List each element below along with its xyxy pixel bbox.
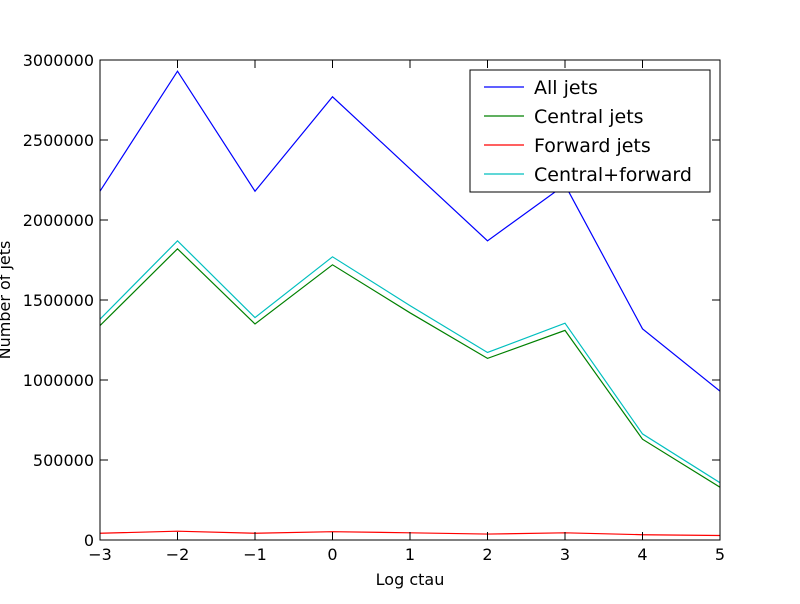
x-tick-label: 0	[327, 545, 337, 564]
x-tick-label: 4	[637, 545, 647, 564]
y-tick-label: 1500000	[23, 291, 94, 310]
legend-box	[469, 69, 711, 193]
x-tick-label: 5	[715, 545, 725, 564]
series-line-1	[100, 247, 720, 488]
x-tick-label: −1	[243, 545, 267, 564]
x-tick-label: −2	[166, 545, 190, 564]
series-line-3	[100, 239, 720, 484]
tick-layer: −3 −2 −1 0 1 2 3 4 5 0 500000 1000000 1500000 2000000…	[23, 51, 725, 564]
y-tick-label: 3000000	[23, 51, 94, 70]
legend-label-1: Central jets	[534, 106, 644, 128]
series-line-0	[100, 70, 720, 392]
y-axis-label: Number of jets	[0, 241, 14, 360]
legend-label-0: All jets	[534, 77, 598, 99]
x-tick-label: 3	[560, 545, 570, 564]
x-tick-label: 1	[405, 545, 415, 564]
y-tick-label: 2500000	[23, 131, 94, 150]
y-tick-label: 1000000	[23, 371, 94, 390]
y-tick-label: 500000	[33, 451, 94, 470]
x-axis-label: Log ctau	[376, 570, 445, 589]
x-tick-label: 2	[482, 545, 492, 564]
x-tick-label: −3	[88, 545, 112, 564]
y-tick-label: 2000000	[23, 211, 94, 230]
legend-label-2: Forward jets	[534, 135, 651, 157]
y-tick-label: 0	[84, 531, 94, 550]
legend-label-3: Central+forward	[534, 164, 692, 186]
legend: All jets Central jets Forward jets Central+…	[469, 69, 711, 193]
